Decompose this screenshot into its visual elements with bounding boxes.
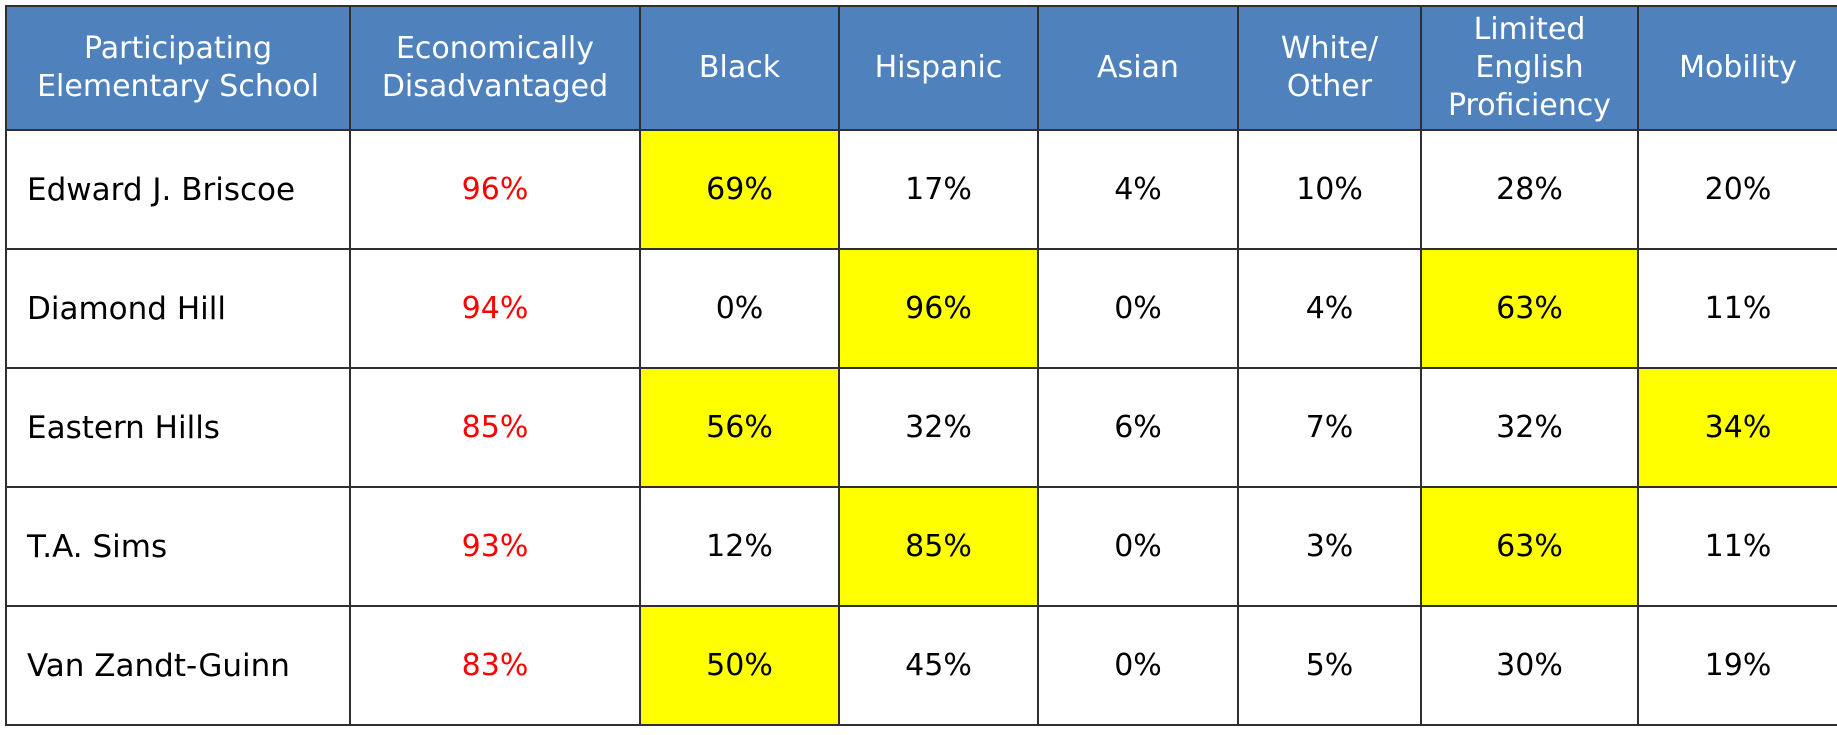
cell-hispanic: 96%: [838, 248, 1039, 369]
header-white-other: White/ Other: [1237, 5, 1422, 131]
header-asian: Asian: [1037, 5, 1239, 131]
cell-black: 50%: [639, 605, 840, 726]
cell-white-other: 7%: [1237, 367, 1422, 488]
cell-mobility: 20%: [1637, 129, 1837, 250]
cell-hispanic: 85%: [838, 486, 1039, 607]
school-name: Diamond Hill: [5, 248, 351, 369]
header-black-label: Black: [698, 50, 781, 85]
header-school: Participating Elementary School: [5, 5, 351, 131]
school-name: T.A. Sims: [5, 486, 351, 607]
header-hispanic: Hispanic: [838, 5, 1039, 131]
header-econ-label: Economically Disadvantaged: [381, 31, 609, 104]
header-limited-english-proficiency: Limited English Proficiency: [1420, 5, 1639, 131]
table-row: Diamond Hill 94% 0% 96% 0% 4% 63% 11%: [5, 248, 1837, 369]
cell-economically-disadvantaged: 96%: [349, 129, 641, 250]
table-header: Participating Elementary School Economic…: [5, 5, 1837, 131]
cell-mobility: 11%: [1637, 486, 1837, 607]
cell-asian: 6%: [1037, 367, 1239, 488]
cell-mobility: 34%: [1637, 367, 1837, 488]
table-row: Edward J. Briscoe 96% 69% 17% 4% 10% 28%…: [5, 129, 1837, 250]
cell-limited-english-proficiency: 63%: [1420, 486, 1639, 607]
cell-black: 69%: [639, 129, 840, 250]
cell-economically-disadvantaged: 94%: [349, 248, 641, 369]
cell-economically-disadvantaged: 93%: [349, 486, 641, 607]
header-asian-label: Asian: [1097, 50, 1179, 85]
cell-limited-english-proficiency: 28%: [1420, 129, 1639, 250]
cell-white-other: 5%: [1237, 605, 1422, 726]
cell-hispanic: 45%: [838, 605, 1039, 726]
cell-white-other: 10%: [1237, 129, 1422, 250]
cell-white-other: 4%: [1237, 248, 1422, 369]
header-school-label: Participating Elementary School: [37, 31, 319, 104]
cell-white-other: 3%: [1237, 486, 1422, 607]
table-row: Eastern Hills 85% 56% 32% 6% 7% 32% 34%: [5, 367, 1837, 488]
header-hispanic-label: Hispanic: [874, 50, 1003, 85]
cell-hispanic: 32%: [838, 367, 1039, 488]
header-black: Black: [639, 5, 840, 131]
cell-black: 56%: [639, 367, 840, 488]
cell-hispanic: 17%: [838, 129, 1039, 250]
header-lep-label: Limited English Proficiency: [1447, 12, 1612, 123]
cell-limited-english-proficiency: 32%: [1420, 367, 1639, 488]
header-mobility-label: Mobility: [1679, 50, 1797, 85]
school-name: Edward J. Briscoe: [5, 129, 351, 250]
cell-mobility: 11%: [1637, 248, 1837, 369]
table-row: T.A. Sims 93% 12% 85% 0% 3% 63% 11%: [5, 486, 1837, 607]
header-white-other-label: White/ Other: [1280, 31, 1379, 104]
table-row: Van Zandt-Guinn 83% 50% 45% 0% 5% 30% 19…: [5, 605, 1837, 726]
header-mobility: Mobility: [1637, 5, 1837, 131]
header-row: Participating Elementary School Economic…: [5, 5, 1837, 131]
cell-asian: 0%: [1037, 605, 1239, 726]
cell-black: 12%: [639, 486, 840, 607]
table-body: Edward J. Briscoe 96% 69% 17% 4% 10% 28%…: [5, 129, 1837, 726]
cell-limited-english-proficiency: 30%: [1420, 605, 1639, 726]
cell-economically-disadvantaged: 85%: [349, 367, 641, 488]
cell-asian: 0%: [1037, 248, 1239, 369]
header-economically-disadvantaged: Economically Disadvantaged: [349, 5, 641, 131]
cell-asian: 4%: [1037, 129, 1239, 250]
demographics-table: Participating Elementary School Economic…: [5, 5, 1837, 726]
cell-mobility: 19%: [1637, 605, 1837, 726]
cell-asian: 0%: [1037, 486, 1239, 607]
cell-black: 0%: [639, 248, 840, 369]
cell-limited-english-proficiency: 63%: [1420, 248, 1639, 369]
cell-economically-disadvantaged: 83%: [349, 605, 641, 726]
school-name: Van Zandt-Guinn: [5, 605, 351, 726]
school-name: Eastern Hills: [5, 367, 351, 488]
